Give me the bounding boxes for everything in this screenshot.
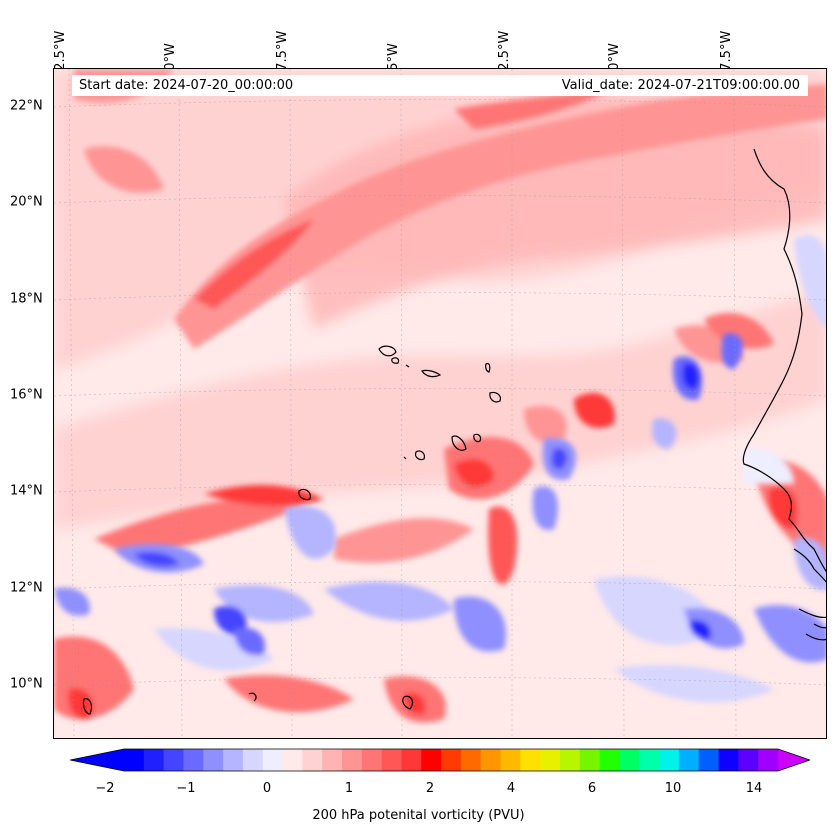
lat-label-22n: 22°N xyxy=(10,98,43,114)
colorbar-cell xyxy=(758,749,779,771)
pv-tropical-features xyxy=(54,313,826,723)
colorbar-cell xyxy=(421,749,442,771)
colorbar-cell xyxy=(361,749,383,771)
colorbar-cell xyxy=(579,749,601,771)
colorbar-tick-4: 4 xyxy=(506,781,516,796)
colorbar-outline xyxy=(70,748,810,772)
colorbar-cell xyxy=(282,749,303,771)
colorbar-cell xyxy=(639,749,660,771)
graticule xyxy=(54,69,826,738)
colorbar-cell xyxy=(599,749,620,771)
colorbar-cell xyxy=(401,749,422,771)
lat-label-20n: 20°N xyxy=(10,194,43,210)
colorbar-cell xyxy=(560,749,581,771)
colorbar-cell xyxy=(322,749,343,771)
colorbar-cell xyxy=(659,749,680,771)
colorbar-over-extend xyxy=(778,749,810,771)
colorbar-cell xyxy=(619,749,640,771)
colorbar-cell xyxy=(342,749,363,771)
colorbar-cell xyxy=(203,749,224,771)
colorbar-tick-0: 0 xyxy=(262,781,272,796)
date-info-box: Start date: 2024-07-20_00:00:00 Valid_da… xyxy=(72,75,808,96)
colorbar-cell xyxy=(500,749,521,771)
colorbar-cells xyxy=(70,748,810,772)
colorbar xyxy=(70,748,810,772)
start-date-text: Start date: 2024-07-20_00:00:00 xyxy=(79,78,294,93)
colorbar-cell xyxy=(262,749,284,771)
lat-label-14n: 14°N xyxy=(10,483,43,499)
colorbar-tick-14: 14 xyxy=(745,781,763,796)
colorbar-cell xyxy=(143,749,165,771)
colorbar-cell xyxy=(381,749,402,771)
cape-verde-islands xyxy=(82,345,501,715)
colorbar-cell xyxy=(124,749,145,771)
lat-label-10n: 10°N xyxy=(10,676,43,692)
colorbar-cell xyxy=(678,749,700,771)
colorbar-cell xyxy=(183,749,204,771)
colorbar-tick-6: 6 xyxy=(587,781,597,796)
colorbar-cell xyxy=(163,749,184,771)
colorbar-tick-2: 2 xyxy=(425,781,435,796)
valid-date-text: Valid_date: 2024-07-21T09:00:00.00 xyxy=(561,78,800,93)
colorbar-cell xyxy=(223,749,244,771)
colorbar-cell xyxy=(480,749,502,771)
pv-negative-anomalies xyxy=(54,235,826,703)
colorbar-cell xyxy=(698,749,720,771)
colorbar-tick-neg2: −2 xyxy=(95,781,115,796)
colorbar-cell xyxy=(460,749,482,771)
colorbar-tick-10: 10 xyxy=(664,781,682,796)
lat-label-18n: 18°N xyxy=(10,291,43,307)
colorbar-under-extend xyxy=(70,749,124,771)
pv-field-map xyxy=(54,69,826,738)
colorbar-cell xyxy=(718,749,739,771)
colorbar-cell xyxy=(738,749,759,771)
colorbar-tick-1: 1 xyxy=(344,781,354,796)
colorbar-cell xyxy=(540,749,561,771)
colorbar-cell xyxy=(302,749,323,771)
colorbar-cell xyxy=(441,749,462,771)
colorbar-cell xyxy=(520,749,541,771)
colorbar-tick-neg1: −1 xyxy=(176,781,196,796)
lat-label-16n: 16°N xyxy=(10,387,43,403)
colorbar-label: 200 hPa potenital vorticity (PVU) xyxy=(312,808,525,823)
coastlines xyxy=(742,148,826,641)
colorbar-cell xyxy=(242,749,264,771)
lat-label-12n: 12°N xyxy=(10,580,43,596)
map-panel xyxy=(53,68,827,739)
